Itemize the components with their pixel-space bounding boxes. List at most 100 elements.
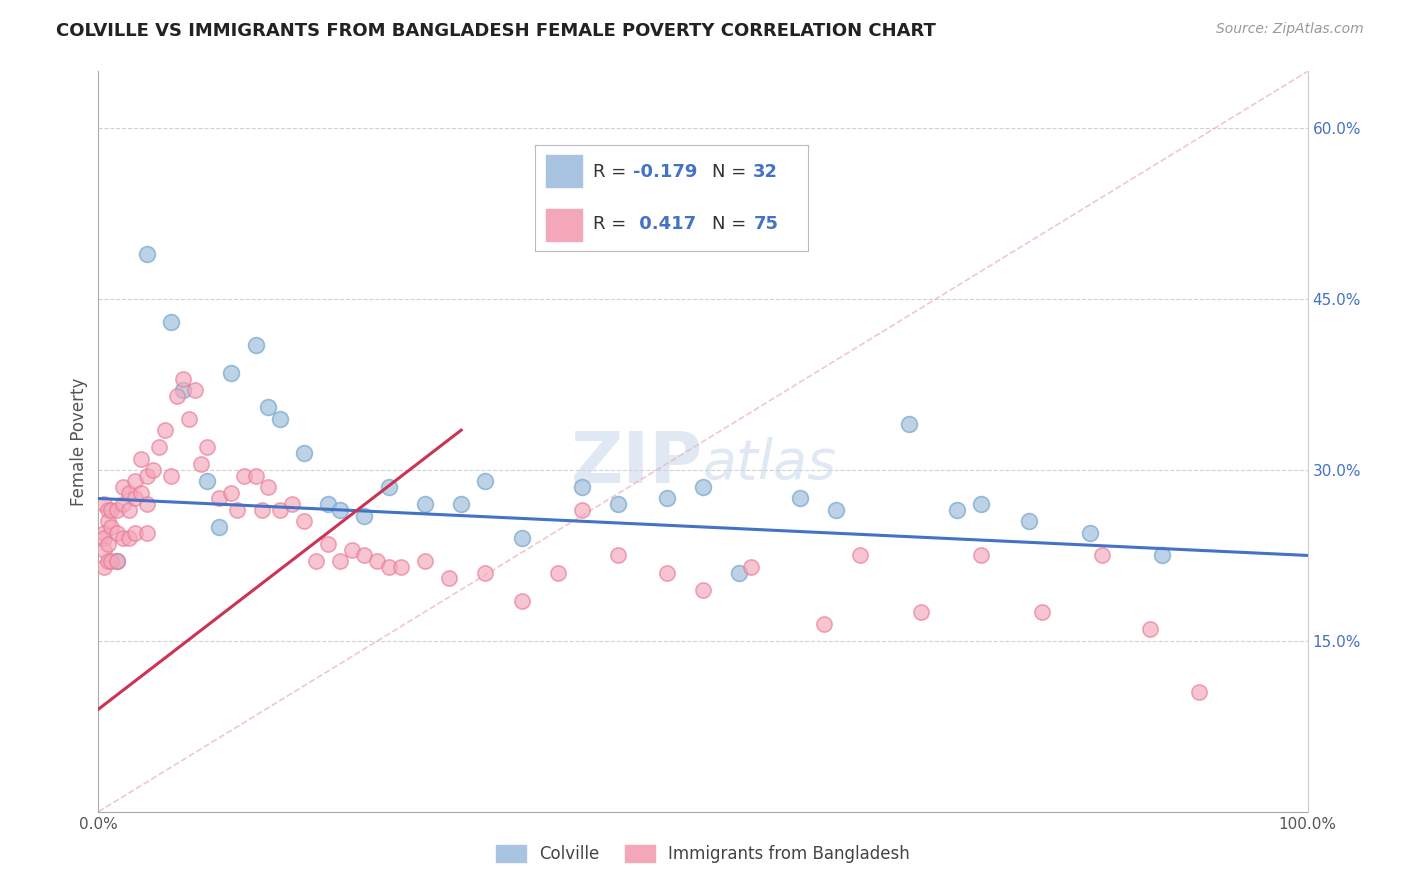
Text: N =: N =	[713, 163, 752, 181]
Point	[1018, 514, 1040, 528]
Point	[118, 532, 141, 546]
Point	[100, 554, 122, 568]
Point	[607, 549, 630, 563]
Point	[172, 384, 194, 398]
Point	[510, 594, 533, 608]
Point	[135, 246, 157, 260]
Point	[547, 566, 569, 580]
Point	[153, 423, 176, 437]
Point	[389, 559, 412, 574]
Point	[789, 491, 811, 506]
Point	[692, 480, 714, 494]
Point	[93, 497, 115, 511]
Point	[135, 497, 157, 511]
Point	[166, 389, 188, 403]
Point	[316, 537, 339, 551]
Point	[292, 514, 315, 528]
Point	[190, 458, 212, 472]
Point	[124, 525, 146, 540]
Point	[353, 508, 375, 523]
Point	[160, 468, 183, 483]
Point	[413, 554, 436, 568]
Text: COLVILLE VS IMMIGRANTS FROM BANGLADESH FEMALE POVERTY CORRELATION CHART: COLVILLE VS IMMIGRANTS FROM BANGLADESH F…	[56, 22, 936, 40]
Point	[281, 497, 304, 511]
Point	[474, 475, 496, 489]
Point	[946, 503, 969, 517]
Point	[100, 503, 122, 517]
Point	[692, 582, 714, 597]
Text: 75: 75	[754, 215, 779, 233]
Point	[226, 503, 249, 517]
Point	[93, 525, 115, 540]
Point	[849, 549, 872, 563]
Point	[1188, 685, 1211, 699]
Point	[100, 520, 122, 534]
Point	[105, 554, 128, 568]
Point	[93, 559, 115, 574]
Point	[118, 503, 141, 517]
Point	[172, 372, 194, 386]
Point	[510, 532, 533, 546]
Point	[413, 497, 436, 511]
Point	[129, 485, 152, 500]
Point	[305, 554, 328, 568]
Point	[221, 366, 243, 380]
Point	[655, 566, 678, 580]
Point	[571, 503, 593, 517]
Point	[910, 606, 932, 620]
Point	[245, 337, 267, 351]
Point	[316, 497, 339, 511]
Point	[353, 549, 375, 563]
Legend: Colville, Immigrants from Bangladesh: Colville, Immigrants from Bangladesh	[489, 838, 917, 870]
Point	[135, 525, 157, 540]
Point	[111, 497, 134, 511]
Point	[329, 554, 352, 568]
Text: 32: 32	[754, 163, 779, 181]
Point	[195, 475, 218, 489]
Point	[825, 503, 848, 517]
Point	[245, 468, 267, 483]
Point	[970, 497, 993, 511]
Text: atlas: atlas	[703, 437, 837, 491]
Point	[221, 485, 243, 500]
Point	[135, 468, 157, 483]
Point	[105, 525, 128, 540]
Point	[1152, 549, 1174, 563]
Text: ZIP: ZIP	[571, 429, 703, 499]
Point	[366, 554, 388, 568]
Point	[111, 480, 134, 494]
Point	[377, 480, 399, 494]
Point	[160, 315, 183, 329]
Point	[474, 566, 496, 580]
Point	[728, 566, 751, 580]
Point	[179, 411, 201, 425]
Point	[129, 451, 152, 466]
Point	[124, 491, 146, 506]
Point	[111, 532, 134, 546]
Point	[97, 514, 120, 528]
Point	[250, 503, 273, 517]
Point	[208, 520, 231, 534]
Point	[970, 549, 993, 563]
Point	[208, 491, 231, 506]
Point	[897, 417, 920, 432]
Point	[124, 475, 146, 489]
Bar	[546, 155, 582, 187]
Point	[97, 503, 120, 517]
Point	[93, 532, 115, 546]
Text: N =: N =	[713, 215, 752, 233]
Point	[97, 554, 120, 568]
Point	[256, 401, 278, 415]
Bar	[546, 209, 582, 241]
Point	[195, 440, 218, 454]
Text: R =: R =	[592, 163, 631, 181]
Text: Source: ZipAtlas.com: Source: ZipAtlas.com	[1216, 22, 1364, 37]
Point	[105, 554, 128, 568]
Point	[813, 616, 835, 631]
Point	[1091, 549, 1114, 563]
Point	[740, 559, 762, 574]
Point	[571, 480, 593, 494]
Point	[105, 503, 128, 517]
Point	[655, 491, 678, 506]
Point	[607, 497, 630, 511]
